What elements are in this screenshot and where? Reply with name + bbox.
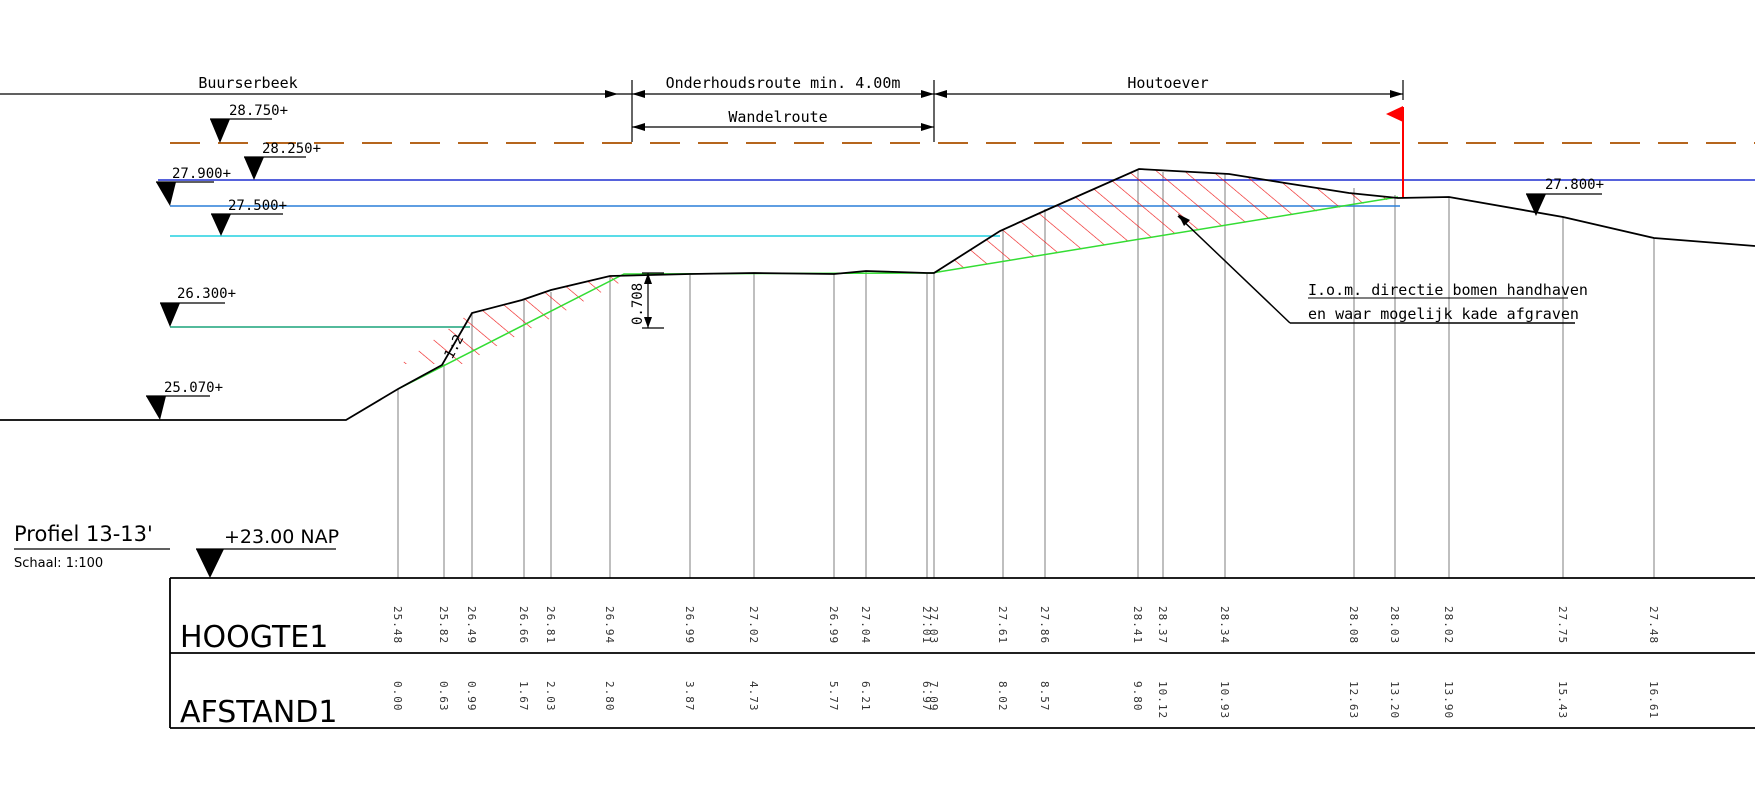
reference-level-label: +23.00 NAP [224, 526, 339, 548]
existing-ground-line [0, 168, 1755, 421]
hoogte-value: 25.48 [391, 606, 404, 644]
hoogte-value: 28.41 [1131, 606, 1144, 644]
afstand-value: 4.73 [747, 681, 760, 712]
profile-title: Profiel 13-13' [14, 522, 153, 546]
hoogte-value: 27.61 [996, 606, 1009, 644]
row-label-afstand: AFSTAND1 [180, 695, 337, 730]
profile-scale: Schaal: 1:100 [14, 556, 103, 571]
zone-label-buurserbeek: Buurserbeek [198, 74, 297, 92]
svg-text:28.250+: 28.250+ [262, 141, 321, 157]
cut-area-left [401, 273, 625, 364]
svg-text:27.500+: 27.500+ [228, 198, 287, 214]
afstand-value: 8.57 [1038, 681, 1051, 712]
level-marker-25070: 25.070+ [146, 380, 223, 420]
reference-marker: +23.00 NAP [196, 526, 339, 578]
afstand-value: 2.03 [544, 681, 557, 712]
afstand-value: 3.87 [683, 681, 696, 712]
level-marker-27500: 27.500+ [211, 198, 287, 236]
hoogte-value: 27.75 [1556, 606, 1569, 644]
svg-text:25.070+: 25.070+ [164, 380, 223, 396]
marker-flag-icon [1386, 106, 1403, 122]
note-annotation: I.o.m. directie bomen handhaven en waar … [1177, 214, 1588, 324]
afstand-value: 6.97 [920, 681, 933, 712]
zone-label-onderhoud: Onderhoudsroute min. 4.00m [666, 74, 901, 92]
hoogte-value: 26.99 [683, 606, 696, 644]
hoogte-value: 26.94 [603, 606, 616, 644]
afstand-value: 5.77 [827, 681, 840, 712]
afstand-value: 9.80 [1131, 681, 1144, 712]
arrow-head [1390, 90, 1403, 98]
arrow-head [632, 123, 645, 131]
hoogte-value: 27.03 [927, 606, 940, 644]
hoogte-value: 27.02 [747, 606, 760, 644]
hoogte-value: 27.04 [859, 606, 872, 644]
afstand-value: 12.63 [1347, 681, 1360, 719]
afstand-value: 0.63 [437, 681, 450, 712]
level-triangle-icon [146, 396, 166, 420]
svg-text:27.800+: 27.800+ [1545, 177, 1604, 193]
afstand-value: 0.99 [465, 681, 478, 712]
afstand-value: 15.43 [1556, 681, 1569, 719]
leader-arrow-icon [1178, 214, 1190, 226]
svg-text:28.750+: 28.750+ [229, 103, 288, 119]
hoogte-value: 28.34 [1218, 606, 1231, 644]
row-label-hoogte: HOOGTE1 [180, 620, 328, 655]
zone-label-wandel: Wandelroute [728, 108, 827, 126]
height-dimension: 0.708 [630, 272, 664, 329]
hoogte-value: 27.01 [920, 606, 933, 644]
level-triangle-icon [211, 214, 231, 236]
zone-label-houtoever: Houtoever [1127, 74, 1208, 92]
arrow-head [921, 123, 934, 131]
level-marker-28750: 28.750+ [210, 103, 288, 143]
svg-text:0.708: 0.708 [630, 283, 646, 325]
afstand-value: 8.02 [996, 681, 1009, 712]
afstand-value: 10.93 [1218, 681, 1231, 719]
level-marker-28250: 28.250+ [244, 141, 321, 180]
arrow-head [605, 90, 618, 98]
hoogte-value: 28.02 [1442, 606, 1455, 644]
arrow-head [934, 90, 947, 98]
hoogte-value: 27.48 [1647, 606, 1660, 644]
afstand-value: 2.80 [603, 681, 616, 712]
afstand-value: 10.12 [1156, 681, 1169, 719]
svg-text:I.o.m. directie bomen handhave: I.o.m. directie bomen handhaven [1308, 281, 1588, 299]
hoogte-value: 26.99 [827, 606, 840, 644]
data-table: HOOGTE1 AFSTAND1 25.48 0.00 25.82 0.63 26.49… [169, 577, 1755, 730]
afstand-value: 13.20 [1388, 681, 1401, 719]
arrow-head [632, 90, 645, 98]
hoogte-value: 28.08 [1347, 606, 1360, 644]
reference-triangle-icon [196, 549, 224, 578]
level-triangle-icon [160, 303, 180, 327]
hoogte-value: 26.66 [517, 606, 530, 644]
afstand-value: 6.21 [859, 681, 872, 712]
hoogte-value: 28.03 [1388, 606, 1401, 644]
level-triangle-icon [1526, 194, 1546, 216]
hoogte-value: 26.49 [465, 606, 478, 644]
afstand-value: 1.67 [517, 681, 530, 712]
afstand-value: 7.09 [927, 681, 940, 712]
svg-text:en waar mogelijk kade afgraven: en waar mogelijk kade afgraven [1308, 305, 1579, 323]
hoogte-value: 27.86 [1038, 606, 1051, 644]
station-lines [397, 170, 1655, 578]
svg-text:27.900+: 27.900+ [172, 166, 231, 182]
hoogte-value: 26.81 [544, 606, 557, 644]
hoogte-value: 28.37 [1156, 606, 1169, 644]
afstand-value: 0.00 [391, 681, 404, 712]
afstand-value: 16.61 [1647, 681, 1660, 719]
level-triangle-icon [244, 157, 264, 180]
hoogte-value: 25.82 [437, 606, 450, 644]
level-marker-27800: 27.800+ [1526, 177, 1604, 216]
svg-text:26.300+: 26.300+ [177, 286, 236, 302]
level-marker-26300: 26.300+ [160, 286, 236, 327]
level-marker-27900: 27.900+ [156, 166, 231, 206]
level-triangle-icon [156, 182, 176, 206]
afstand-value: 13.90 [1442, 681, 1455, 719]
arrow-head [921, 90, 934, 98]
level-triangle-icon [210, 119, 230, 143]
